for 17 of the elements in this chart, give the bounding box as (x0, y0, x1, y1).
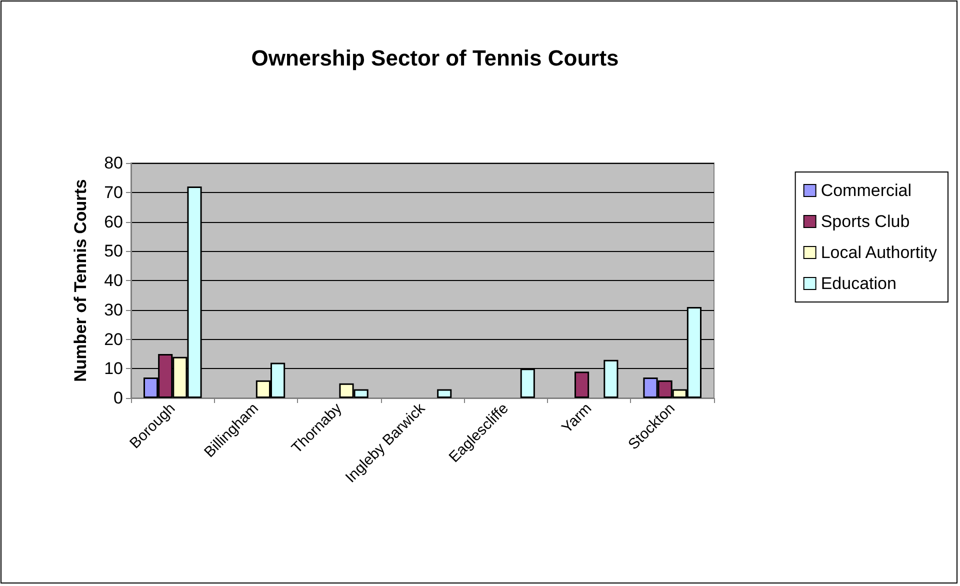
legend-label: Sports Club (820, 212, 910, 231)
bar (437, 389, 452, 398)
y-tick-label: 80 (104, 154, 123, 172)
y-tick-label: 30 (104, 300, 123, 320)
bar (574, 372, 590, 398)
legend-label: Education (820, 274, 896, 293)
chart-title: Ownership Sector of Tennis Courts (251, 46, 619, 70)
y-tick-label: 70 (104, 182, 123, 202)
y-tick-label: 60 (104, 212, 123, 232)
y-tick-label: 0 (114, 388, 123, 408)
y-tick-label: 20 (104, 330, 123, 349)
y-tick-label: 40 (104, 271, 123, 290)
y-tick-label: 10 (104, 359, 123, 378)
legend-label: Local Authortity (820, 243, 938, 262)
legend-label: Commercial (820, 181, 912, 200)
y-axis-title: Number of Tennis Courts (71, 179, 90, 382)
y-tick-label: 50 (104, 242, 123, 261)
